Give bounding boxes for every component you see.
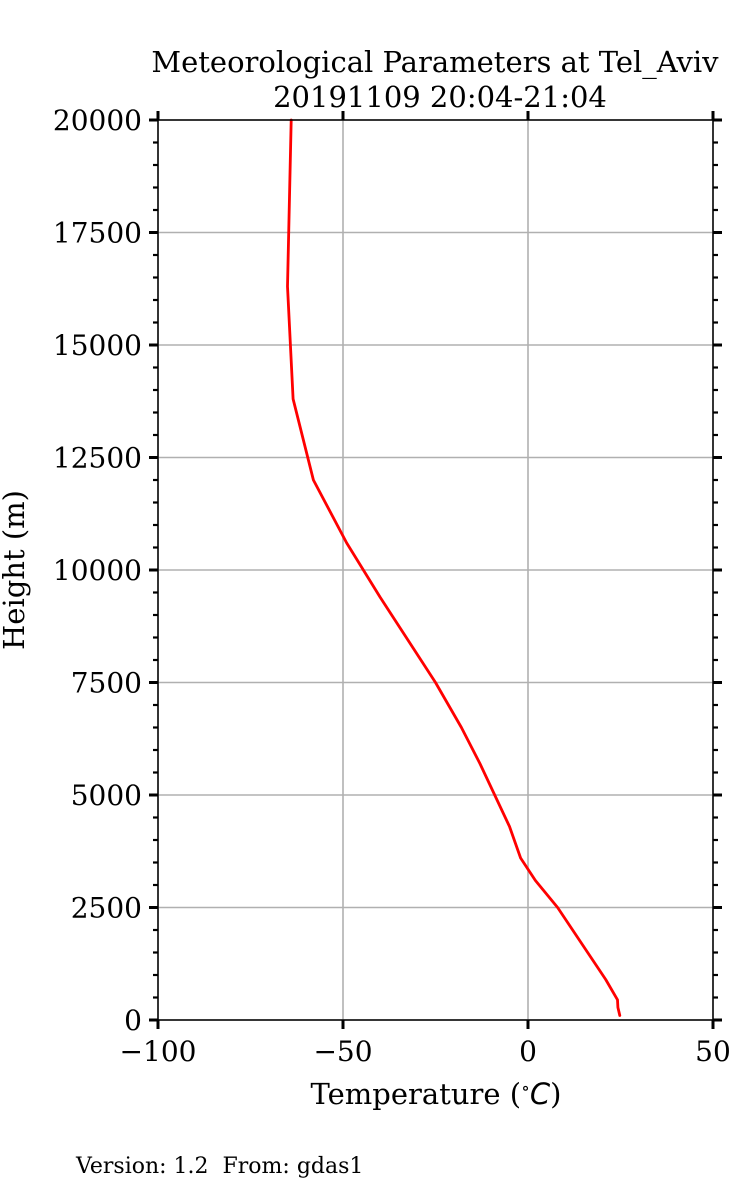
x-axis-label-degree: ∘ [521,1078,530,1099]
x-axis-label-close: ) [550,1077,561,1111]
grid [157,119,714,1021]
series-group [286,118,622,1017]
x-tick-label: 0 [519,1035,537,1068]
x-axis-label-unit: C [530,1077,551,1111]
y-tick-label: 2500 [71,892,142,925]
y-tick-label: 0 [124,1004,142,1037]
y-tick-label: 5000 [71,779,142,812]
y-tick-label: 10000 [53,554,142,587]
footer-version: Version: 1.2 From: gdas1 [76,1154,364,1179]
y-tick-label: 15000 [53,329,142,362]
chart-subtitle: 20191109 20:04-21:04 [273,80,607,114]
y-tick-label: 7500 [71,667,142,700]
y-axis-label: Height (m) [0,490,31,650]
x-tick-labels: −100 −50 0 50 [120,1035,731,1068]
x-axis-label: Temperature (∘C) [311,1077,562,1111]
x-tick-label: −100 [120,1035,197,1068]
y-tick-label: 20000 [53,104,142,137]
x-tick-label: −50 [313,1035,372,1068]
plot-frame [157,119,714,1021]
chart-title: Meteorological Parameters at Tel_Aviv [151,45,719,80]
y-tick-label: 12500 [53,442,142,475]
x-tick-label: 50 [695,1035,731,1068]
x-axis-label-text: Temperature ( [311,1077,522,1111]
y-tick-labels: 0 2500 5000 7500 10000 12500 15000 17500 20000 [53,104,142,1037]
y-tick-label: 17500 [53,217,142,250]
ticks [149,111,722,1029]
temperature-profile-line [286,118,622,1017]
